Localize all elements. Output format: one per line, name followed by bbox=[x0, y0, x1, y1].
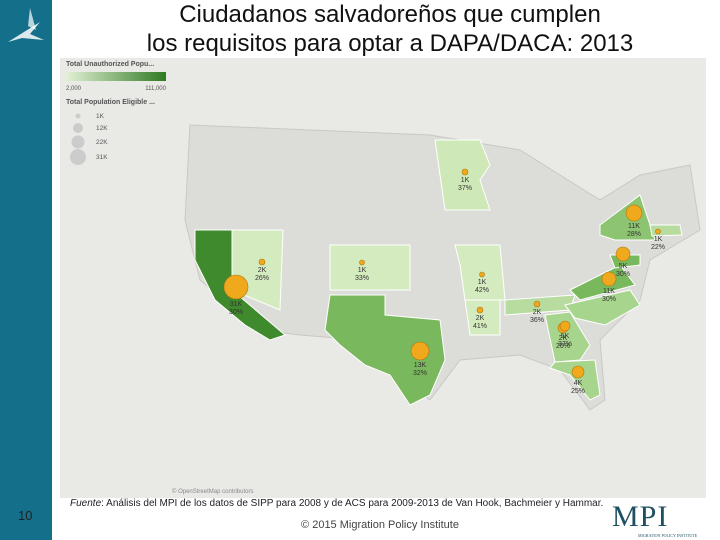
state-share: 42% bbox=[475, 287, 489, 294]
state-count: 11K bbox=[603, 288, 615, 295]
state-count: 13K bbox=[414, 362, 427, 369]
legend-size-label: 22K bbox=[96, 139, 108, 146]
state-bubble bbox=[223, 274, 249, 300]
legend-size-label: 12K bbox=[96, 125, 108, 132]
state-share: 36% bbox=[530, 317, 544, 324]
state-count: 1K bbox=[478, 279, 487, 286]
state-north-carolina bbox=[564, 289, 641, 326]
state-count: 1K bbox=[461, 177, 470, 184]
page-number: 10 bbox=[18, 508, 33, 523]
logo-text: MPI bbox=[612, 500, 669, 533]
state-count: 11K bbox=[628, 223, 640, 230]
source-note: Fuente: Análisis del MPI de los datos de… bbox=[70, 498, 603, 509]
state-bubble bbox=[615, 246, 631, 262]
state-florida bbox=[549, 359, 601, 401]
state-minnesota bbox=[434, 139, 491, 211]
state-virginia bbox=[569, 264, 636, 301]
title-line: Ciudadanos salvadoreños que cumplen bbox=[179, 1, 601, 28]
state-bubble bbox=[359, 259, 365, 266]
state-share: 26% bbox=[556, 343, 570, 350]
state-count: 5K bbox=[619, 263, 628, 270]
legend-gradient bbox=[66, 72, 166, 81]
state-share: 26% bbox=[255, 275, 269, 282]
legend: Total Unauthorized Popu... 2,000 111,000… bbox=[66, 61, 167, 165]
copyright: © 2015 Migration Policy Institute bbox=[301, 519, 459, 531]
state-share: 30% bbox=[229, 309, 243, 316]
legend-bubble bbox=[73, 123, 83, 133]
state-bubble bbox=[410, 341, 430, 361]
state-share: 30% bbox=[602, 296, 616, 303]
state-count: 2K bbox=[258, 267, 267, 274]
state-count: 1K bbox=[358, 267, 367, 274]
state-texas bbox=[324, 294, 446, 406]
state-bubble bbox=[258, 258, 266, 266]
legend-bubble bbox=[71, 135, 85, 149]
mpi-logo: MPI MIGRATION POLICY INSTITUTE bbox=[612, 500, 697, 538]
state-count: 4K bbox=[574, 380, 583, 387]
slide-title: Ciudadanos salvadoreños que cumplen los … bbox=[60, 0, 720, 58]
state-count: 2K bbox=[476, 315, 485, 322]
state-bubble bbox=[625, 204, 643, 222]
state-count: 2K bbox=[533, 309, 542, 316]
state-count: 31K bbox=[230, 301, 243, 308]
sidebar bbox=[0, 0, 52, 540]
state-massachusetts bbox=[649, 224, 683, 237]
state-labels: 1K37%2K26%1K33%1K42%31K30%13K32%2K36%2K4… bbox=[229, 177, 665, 395]
title-line: los requisitos para optar a DAPA/DACA: 2… bbox=[146, 30, 634, 57]
state-bubble bbox=[533, 300, 541, 308]
state-bubble bbox=[461, 168, 469, 176]
legend-title: Total Population Eligible ... bbox=[66, 99, 155, 106]
logo-subtext: MIGRATION POLICY INSTITUTE bbox=[638, 533, 698, 538]
sidebar-logo bbox=[8, 8, 44, 42]
state-count: 1K bbox=[654, 236, 663, 243]
state-bubble bbox=[476, 306, 484, 314]
source-text: : Análisis del MPI de los datos de SIPP … bbox=[101, 498, 604, 509]
state-bubble bbox=[479, 271, 485, 278]
legend-size-label: 31K bbox=[96, 154, 108, 161]
legend-bubble bbox=[75, 113, 81, 119]
state-arkansas bbox=[464, 299, 501, 336]
state-share: 28% bbox=[627, 231, 641, 238]
state-bubble bbox=[655, 228, 661, 235]
state-share: 33% bbox=[355, 275, 369, 282]
legend-max: 111,000 bbox=[145, 86, 166, 92]
state-kansas bbox=[329, 244, 411, 291]
state-georgia bbox=[544, 311, 591, 363]
state-bubble bbox=[571, 365, 585, 379]
state-share: 25% bbox=[571, 388, 585, 395]
state-share: 22% bbox=[651, 244, 665, 251]
state-share: 30% bbox=[616, 271, 630, 278]
source-lead: Fuente bbox=[70, 498, 102, 509]
map-attribution: © OpenStreetMap contributors bbox=[172, 488, 253, 495]
state-share: 37% bbox=[558, 341, 572, 348]
state-share: 32% bbox=[413, 370, 427, 377]
bubbles bbox=[223, 168, 661, 379]
legend-bubble bbox=[70, 149, 86, 165]
state-count: 5K bbox=[561, 333, 570, 340]
legend-min: 2,000 bbox=[66, 86, 82, 92]
state-share: 37% bbox=[458, 185, 472, 192]
state-count: 2K bbox=[559, 335, 568, 342]
state-share: 41% bbox=[473, 323, 487, 330]
state-bubble bbox=[559, 320, 571, 332]
legend-title: Total Unauthorized Popu... bbox=[66, 61, 154, 68]
map: 1K37%2K26%1K33%1K42%31K30%13K32%2K36%2K4… bbox=[60, 58, 706, 498]
state-bubble bbox=[601, 271, 617, 287]
legend-size-label: 1K bbox=[96, 113, 105, 120]
states bbox=[194, 139, 683, 406]
